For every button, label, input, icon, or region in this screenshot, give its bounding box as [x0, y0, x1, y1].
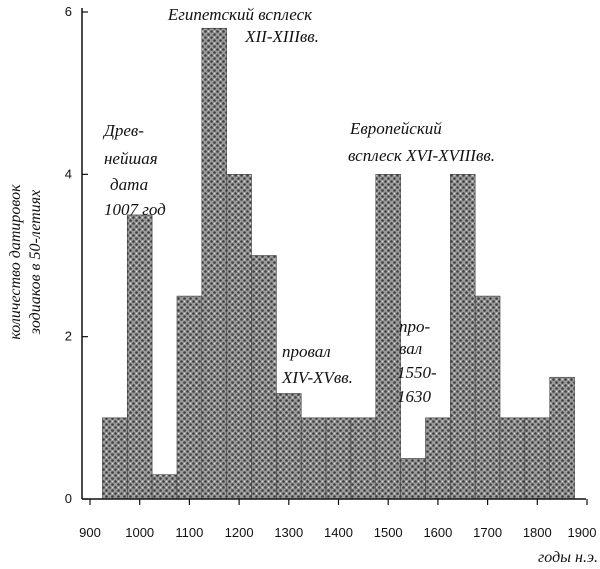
annotation-egypt: Египетский всплеск XII-XIIIвв. [167, 5, 319, 46]
bar-1425 [350, 417, 377, 500]
annotation-proval-1550-1630: про- вал 1550- 1630 [397, 317, 437, 406]
annotation-egypt-line-2: XII-XIIIвв. [244, 27, 319, 46]
bar-1575 [425, 417, 451, 500]
annotation-ancient-line-3: дата [110, 175, 148, 194]
annotation-proval2-line-3: 1550- [397, 363, 437, 382]
x-axis-title: годы н.э. [538, 549, 598, 566]
annotation-proval2-line-1: про- [399, 317, 431, 336]
annotation-proval: провал XIV-XVвв. [281, 342, 353, 387]
x-ticks-group: 900 1000 1100 1200 1300 1400 1500 1600 1700 1800 1… [79, 499, 596, 540]
x-tick-label-1100: 1100 [175, 525, 203, 540]
bar-1175 [226, 174, 252, 500]
bar-1125 [201, 27, 227, 500]
bar-1675 [474, 295, 501, 500]
bar-925 [102, 417, 128, 500]
x-tick-label-1400: 1400 [324, 525, 353, 540]
y-axis-title: количество датировок зодиаков в 50-летия… [7, 184, 44, 340]
bar-1625 [450, 174, 476, 500]
y-tick-label-0: 0 [65, 491, 72, 506]
y-axis-title-line-2: зодиаков в 50-летиях [27, 190, 44, 335]
x-tick-label-1700: 1700 [473, 525, 502, 540]
y-tick-label-6: 6 [65, 4, 72, 19]
x-tick-label-1900: 1900 [568, 525, 597, 540]
x-tick-label-1300: 1300 [274, 525, 303, 540]
x-tick-label-1600: 1600 [423, 525, 452, 540]
bar-1225 [251, 255, 277, 500]
bars-group [102, 27, 575, 500]
x-tick-label-1000: 1000 [125, 525, 154, 540]
annotation-ancient-line-4: 1007 год [104, 200, 166, 219]
annotation-ancient: Древ- нейшая дата 1007 год [102, 121, 166, 219]
y-ticks-group: 0 2 4 6 [65, 4, 88, 506]
y-tick-label-2: 2 [65, 329, 72, 344]
x-tick-label-1200: 1200 [225, 525, 254, 540]
x-tick-label-900: 900 [79, 525, 101, 540]
bar-1825 [549, 376, 575, 500]
x-tick-label-1800: 1800 [523, 525, 552, 540]
bar-1475 [375, 174, 401, 500]
bar-1325 [300, 417, 327, 500]
annotation-proval-line-2: XIV-XVвв. [281, 368, 353, 387]
bar-1725 [499, 417, 526, 500]
y-tick-label-4: 4 [65, 166, 72, 181]
y-axis-title-line-1: количество датировок [7, 184, 24, 340]
annotation-europe-line-2: всплеск XVI-XVIIIвв. [348, 146, 495, 165]
bar-1525 [400, 458, 426, 500]
annotation-ancient-line-1: Древ- [102, 121, 144, 140]
annotation-proval2-line-2: вал [399, 339, 422, 358]
bar-1025 [151, 474, 178, 500]
annotation-europe-line-1: Европейский [349, 119, 442, 138]
x-tick-label-1500: 1500 [374, 525, 403, 540]
annotation-proval2-line-4: 1630 [397, 387, 432, 406]
bar-1775 [524, 417, 551, 500]
annotation-egypt-line-1: Египетский всплеск [167, 5, 313, 24]
annotation-europe: Европейский всплеск XVI-XVIIIвв. [348, 119, 495, 165]
bar-1075 [176, 295, 203, 500]
annotation-proval-line-1: провал [282, 342, 331, 361]
annotation-ancient-line-2: нейшая [104, 149, 158, 168]
bar-1375 [325, 417, 352, 500]
bar-1275 [276, 393, 302, 500]
bar-975 [126, 214, 153, 500]
